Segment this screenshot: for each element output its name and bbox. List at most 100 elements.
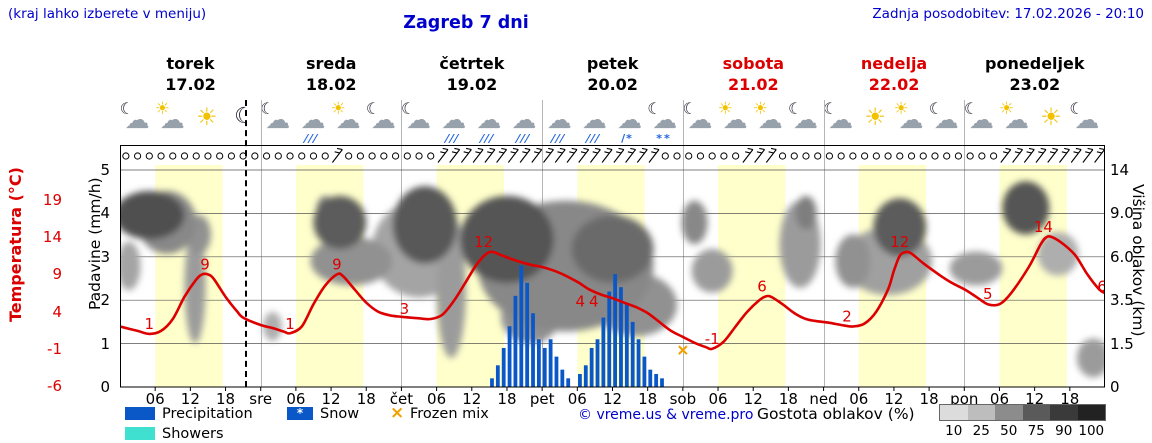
cloud-icon: ☁: [687, 105, 713, 134]
day-date: 17.02: [165, 75, 216, 94]
cloud-icon: ☁: [933, 105, 959, 134]
x-axis-time-label: 12: [884, 390, 904, 408]
temperature-value-label: 12: [474, 233, 493, 251]
cloud-icon: ☁: [968, 105, 994, 134]
temperature-value-label: 4: [575, 293, 585, 311]
wind-calm-icon: [966, 152, 974, 160]
snow-icon: **: [656, 132, 672, 145]
precipitation-bar: [654, 373, 659, 387]
wind-calm-icon: [192, 152, 200, 160]
temperature-value-label: 14: [1034, 218, 1053, 236]
precipitation-bar: [589, 347, 594, 387]
day-header: ponedeljek 23.02: [964, 53, 1105, 95]
last-update-text: Zadnja posodobitev: 17.02.2026 - 20:10: [872, 6, 1144, 22]
cloud-icon: ☁: [265, 105, 291, 134]
mix-icon: /*: [621, 132, 633, 145]
wind-barb-icon: [1000, 147, 1012, 163]
wind-calm-icon: [368, 152, 376, 160]
wind-calm-icon: [931, 152, 939, 160]
weather-icon: ☾ ☁: [120, 101, 156, 147]
wind-barb-icon: [1012, 147, 1024, 163]
temperature-value-label: -1: [705, 330, 720, 348]
wind-barb-icon: [613, 147, 625, 163]
x-axis-time-label: 18: [1060, 390, 1080, 408]
precipitation-bar: [560, 369, 565, 387]
moon-icon: ☾: [1069, 99, 1084, 118]
cloud-icon: ☁: [617, 105, 643, 134]
temperature-tick: 14: [42, 228, 62, 247]
weather-icon: ☾ ☁: [260, 101, 296, 147]
temperature-value-label: 1: [145, 315, 155, 333]
weather-icon: ☁/*: [612, 101, 648, 147]
x-axis-time-label: 06: [849, 390, 869, 408]
x-axis-time-label: 18: [215, 390, 236, 408]
day-name: četrtek: [439, 54, 505, 73]
x-axis-time-label: 12: [1025, 390, 1045, 408]
wind-calm-icon: [825, 152, 834, 160]
density-tick-label: 100: [1078, 423, 1105, 439]
wind-barb-icon: [1035, 147, 1047, 163]
wind-barb-icon: [449, 147, 461, 163]
snow-swatch: *: [287, 407, 313, 420]
wind-calm-icon: [345, 152, 353, 160]
sun-icon: ☀: [864, 103, 886, 131]
x-axis-time-label: 06: [989, 390, 1009, 408]
wind-calm-icon: [990, 152, 998, 160]
day-date: 19.02: [446, 75, 498, 94]
cloud-icon: ☁: [300, 105, 326, 134]
x-axis-day-label: pet: [529, 390, 555, 408]
moon-icon: ☾: [647, 99, 662, 118]
temperature-value-label: 4: [589, 293, 599, 311]
precipitation-bar: [548, 339, 553, 387]
temperature-value-label: 9: [200, 255, 210, 273]
cloud-height-tick: 14: [1110, 161, 1130, 179]
day-separator: [964, 100, 966, 387]
wind-calm-icon: [309, 152, 318, 160]
x-axis-time-label: 06: [427, 390, 447, 408]
copyright-link[interactable]: © vreme.us & vreme.pro: [578, 407, 754, 423]
wind-calm-icon: [415, 152, 423, 160]
wind-calm-icon: [169, 152, 177, 160]
density-swatch: [967, 405, 995, 420]
wind-barb-icon: [625, 147, 637, 163]
x-axis-time-label: 18: [497, 390, 517, 408]
weather-icon: ☾ ☁: [964, 101, 1000, 147]
temperature-value-label: 1: [285, 315, 295, 333]
weather-icon: ☾ ☁: [682, 101, 718, 147]
precip-tick: 4: [100, 204, 110, 223]
wind-calm-icon: [227, 152, 235, 160]
moon-icon: ☾: [234, 104, 254, 129]
day-name: nedelja: [860, 54, 928, 73]
temperature-value-label: 3: [400, 300, 410, 318]
wind-calm-icon: [298, 152, 306, 160]
precipitation-bar: [648, 369, 653, 387]
precipitation-bar: [613, 274, 617, 387]
weather-icon: ☀: [190, 101, 226, 147]
moon-icon: ☾: [365, 99, 381, 118]
wind-calm-icon: [356, 152, 364, 160]
x-axis-time-label: 12: [321, 390, 341, 408]
x-axis-time-label: 06: [708, 390, 728, 408]
wind-barb-icon: [1082, 147, 1094, 163]
precipitation-bar: [507, 326, 512, 387]
cloud-density-layer: [120, 181, 1105, 378]
cloud-icon: ☁: [441, 105, 467, 134]
wind-barb-icon: [1059, 147, 1070, 163]
weather-icon: ☾ ☁: [929, 101, 965, 147]
cloud-icon: ☁: [476, 105, 502, 134]
wind-barb-icon: [566, 147, 578, 163]
showers-swatch: [125, 427, 155, 440]
x-axis-time-label: 06: [567, 390, 587, 408]
sun-icon: ☀: [1040, 103, 1062, 131]
sun-icon: ☀: [717, 99, 733, 119]
frozen-mix-icon: ×: [390, 403, 405, 423]
density-swatch: [1050, 405, 1078, 420]
precipitation-bar: [636, 339, 641, 387]
cloud-icon: ☁: [406, 105, 432, 134]
current-time-line: [245, 100, 248, 387]
temperature-line: [120, 235, 1105, 351]
x-axis-time-label: 12: [602, 390, 623, 408]
density-tick-label: 10: [945, 423, 963, 439]
wind-barb-icon: [1094, 147, 1105, 163]
